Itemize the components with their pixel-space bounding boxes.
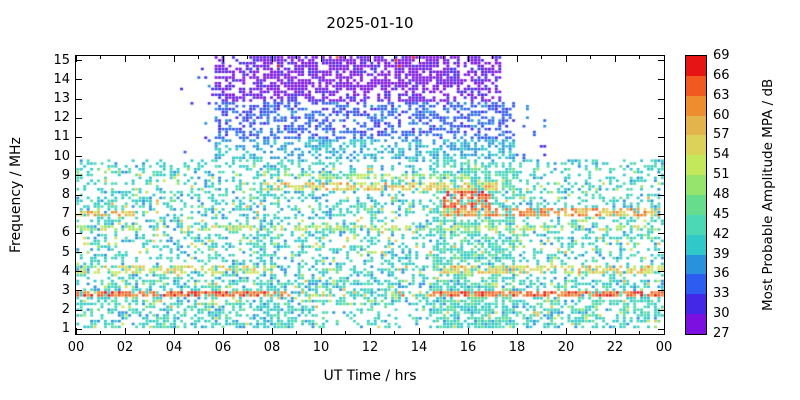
chart-title: 2025-01-10 (326, 14, 414, 32)
x-tick-label: 02 (116, 340, 134, 355)
colorbar-segment (686, 75, 706, 96)
colorbar-tick-label: 33 (713, 286, 730, 302)
colorbar-segment (686, 234, 706, 255)
y-tick-label: 1 (61, 321, 70, 337)
colorbar-segment (686, 294, 706, 315)
colorbar-tick-label: 27 (713, 326, 730, 341)
x-tick-label: 10 (312, 340, 330, 355)
x-tick-label: 22 (606, 340, 624, 355)
y-axis-label: Frequency / MHz (8, 137, 24, 253)
y-tick-label: 9 (61, 167, 70, 183)
x-tick-label: 12 (361, 340, 379, 355)
x-tick-label: 08 (263, 340, 281, 355)
colorbar-segment (686, 274, 706, 295)
colorbar-tick-label: 57 (713, 127, 730, 143)
colorbar-tick-label: 45 (713, 206, 730, 222)
y-tick-label: 7 (61, 206, 70, 222)
colorbar-tick-label: 66 (713, 67, 730, 83)
colorbar-tick-label: 63 (713, 87, 730, 103)
y-tick-label: 12 (53, 110, 70, 126)
y-tick-label: 5 (61, 244, 70, 260)
x-tick-label: 00 (67, 340, 85, 355)
colorbar-label: Most Probable Amplitude MPA / dB (760, 78, 776, 312)
x-tick-label: 18 (508, 340, 526, 355)
x-tick-label: 00 (655, 340, 673, 355)
colorbar-segment (686, 254, 706, 275)
y-tick-label: 3 (61, 282, 70, 298)
y-tick-label: 11 (53, 129, 70, 145)
x-tick-label: 14 (410, 340, 428, 355)
colorbar-segment (686, 56, 706, 76)
colorbar-segment (686, 175, 706, 196)
x-tick-label: 20 (557, 340, 575, 355)
colorbar-tick-label: 54 (713, 147, 730, 163)
spectrogram-canvas (76, 56, 664, 334)
y-tick-label: 2 (61, 302, 70, 318)
colorbar-segment (686, 314, 706, 335)
colorbar-tick-label: 42 (713, 226, 730, 242)
colorbar (685, 55, 707, 335)
x-tick-label: 06 (214, 340, 232, 355)
colorbar-tick-label: 51 (713, 167, 730, 183)
colorbar-segment (686, 155, 706, 176)
colorbar-tick-label: 39 (713, 246, 730, 262)
colorbar-segment (686, 195, 706, 215)
plot-area (75, 55, 665, 335)
y-tick-label: 13 (53, 91, 70, 107)
y-tick-label: 10 (53, 148, 70, 164)
y-tick-label: 15 (53, 52, 70, 68)
colorbar-segment (686, 214, 706, 235)
colorbar-segment (686, 115, 706, 136)
colorbar-tick-label: 69 (713, 48, 730, 63)
colorbar-segment (686, 135, 706, 156)
y-tick-label: 4 (61, 263, 70, 279)
colorbar-tick-label: 30 (713, 306, 730, 322)
y-tick-label: 8 (61, 187, 70, 202)
x-tick-label: 04 (165, 340, 183, 355)
colorbar-tick-label: 48 (713, 187, 730, 202)
x-axis-label: UT Time / hrs (323, 368, 417, 384)
colorbar-tick-label: 60 (713, 107, 730, 123)
colorbar-tick-label: 36 (713, 266, 730, 282)
y-tick-label: 6 (61, 225, 70, 241)
y-tick-label: 14 (53, 71, 70, 87)
x-tick-label: 16 (459, 340, 477, 355)
colorbar-segment (686, 95, 706, 116)
